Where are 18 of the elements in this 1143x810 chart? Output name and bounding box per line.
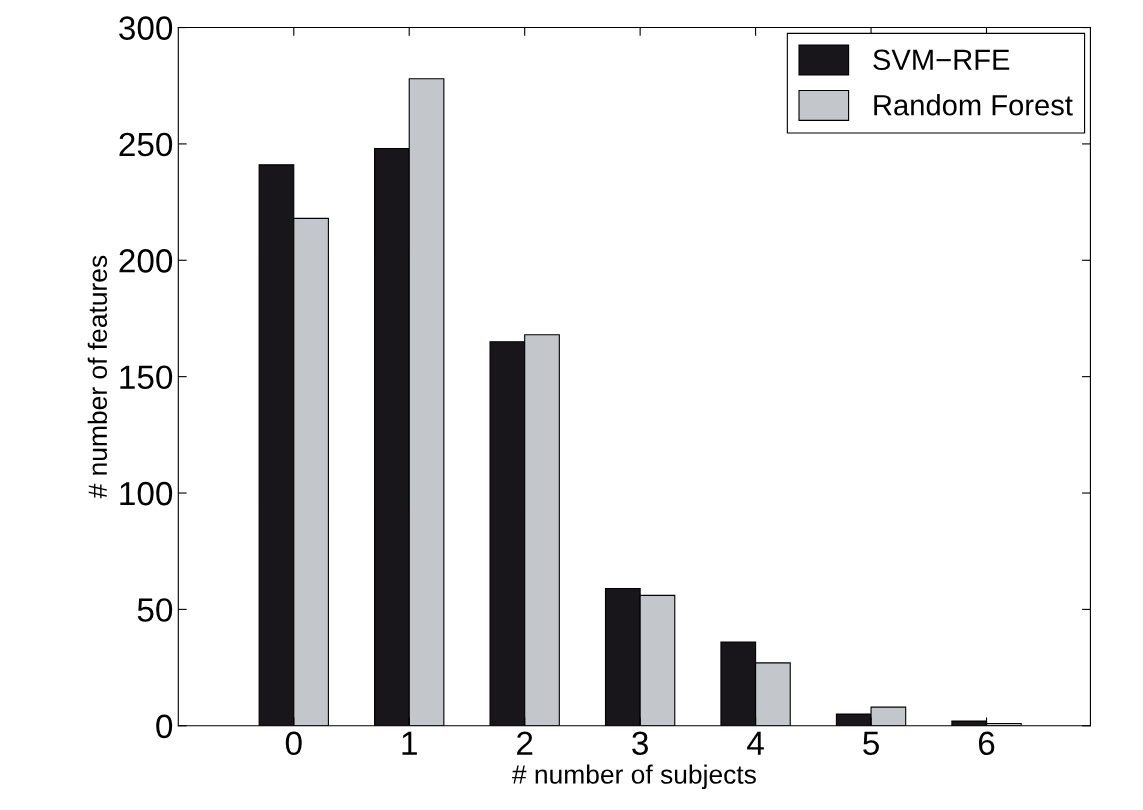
y-tick-label: 0 (156, 714, 173, 739)
x-tick-label: 6 (978, 731, 995, 756)
y-axis-title: # number of features (87, 255, 108, 499)
x-tick-label: 4 (747, 731, 764, 755)
legend-label: SVM−RFE (873, 49, 1010, 71)
y-tick-label: 100 (120, 481, 173, 506)
x-tick-label: 0 (285, 731, 302, 756)
y-tick-label: 150 (120, 365, 173, 390)
x-tick-label: 3 (632, 731, 648, 756)
x-axis-title: # number of subjects (512, 764, 756, 790)
legend-label: Random Forest (874, 94, 1073, 116)
x-tick-label: 5 (863, 731, 879, 756)
y-tick-label: 50 (137, 598, 173, 622)
y-tick-label: 200 (119, 249, 173, 273)
x-tick-label: 1 (402, 731, 417, 755)
x-tick-label: 2 (517, 731, 533, 755)
y-tick-label: 250 (119, 132, 173, 157)
y-tick-label: 300 (119, 16, 173, 40)
